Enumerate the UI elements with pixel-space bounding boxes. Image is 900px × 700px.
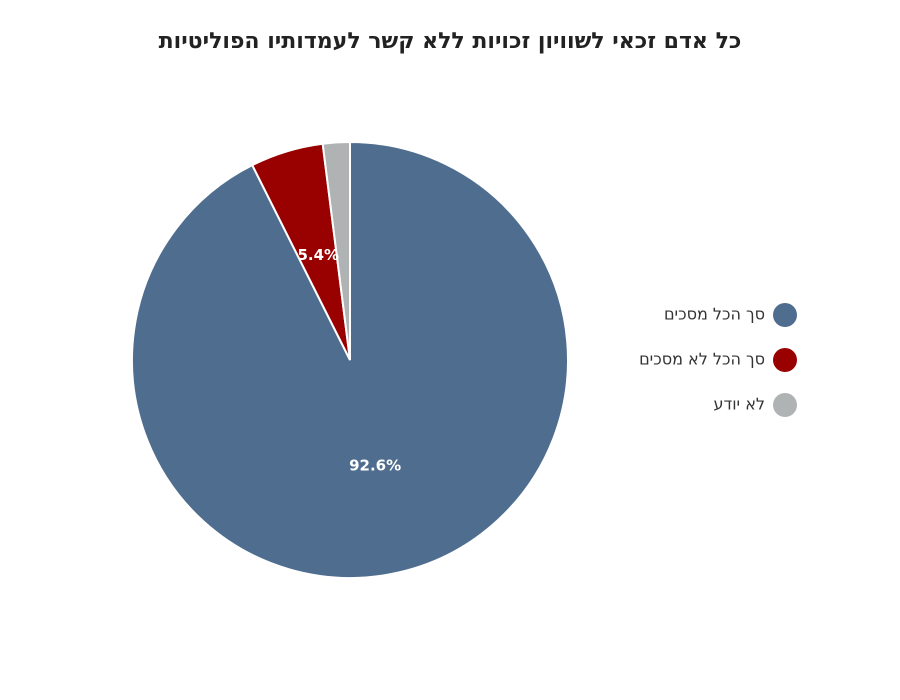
- legend-marker: [773, 393, 797, 417]
- chart-title: כל אדם זכאי לשוויון זכויות ללא קשר לעמדו…: [159, 29, 742, 54]
- value-label: 5.4%: [297, 246, 339, 264]
- legend-marker: [773, 303, 797, 327]
- legend-label: סך הכל מסכים: [664, 305, 765, 324]
- legend-marker: [773, 348, 797, 372]
- pie-slice: [321, 140, 351, 361]
- value-label: 92.6%: [349, 457, 401, 475]
- legend-label: סך הכל לא מסכים: [639, 350, 765, 369]
- legend-label: לא יודע: [713, 395, 765, 414]
